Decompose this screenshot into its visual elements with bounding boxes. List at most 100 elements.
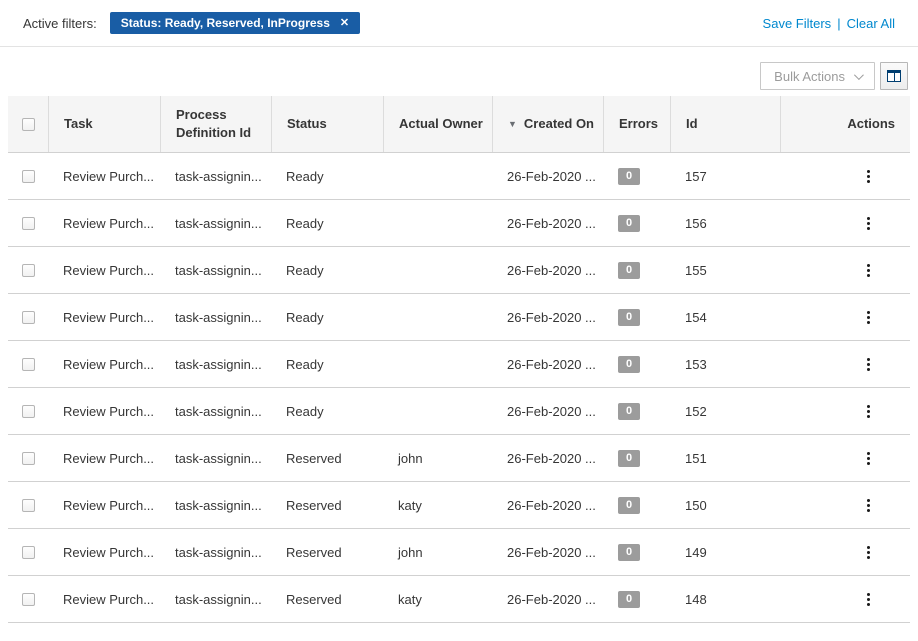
column-header-created-on[interactable]: ▼ Created On: [492, 96, 603, 152]
errors-badge: 0: [618, 308, 641, 326]
task-cell: Review Purch...: [48, 482, 160, 528]
task-cell-value: Review Purch...: [63, 591, 155, 607]
process-definition-id-cell: task-assignin...: [160, 153, 271, 199]
table-header: Task Process Definition Id Status Actual…: [8, 96, 910, 153]
task-cell-value: Review Purch...: [63, 544, 155, 560]
status-cell-value: Reserved: [286, 450, 342, 466]
actual-owner-cell: [383, 247, 492, 293]
id-cell: 156: [670, 200, 780, 246]
row-select-cell: [8, 529, 48, 575]
row-actions-kebab-icon[interactable]: [862, 307, 875, 328]
actions-cell: [780, 200, 910, 246]
row-actions-kebab-icon[interactable]: [862, 401, 875, 422]
task-cell: Review Purch...: [48, 576, 160, 622]
actual-owner-cell: [383, 294, 492, 340]
bulk-actions-button[interactable]: Bulk Actions: [760, 62, 875, 90]
id-cell: 155: [670, 247, 780, 293]
kebab-dot: [867, 592, 870, 596]
filter-chip-close-icon[interactable]: ✕: [339, 16, 350, 29]
column-header-process-definition-id[interactable]: Process Definition Id: [160, 96, 271, 152]
row-checkbox[interactable]: [21, 169, 35, 183]
row-checkbox[interactable]: [21, 498, 35, 512]
kebab-dot: [867, 268, 870, 272]
kebab-dot: [867, 503, 870, 507]
kebab-dot: [867, 221, 870, 225]
table-row: Review Purch... task-assignin... Reserved k…: [8, 482, 910, 529]
save-filters-link[interactable]: Save Filters: [762, 15, 832, 31]
kebab-dot: [867, 362, 870, 366]
id-cell: 157: [670, 153, 780, 199]
created-on-cell-value: 26-Feb-2020 ...: [507, 591, 596, 607]
row-select-cell: [8, 247, 48, 293]
process-definition-id-cell-value: task-assignin...: [175, 497, 262, 513]
process-definition-id-cell: task-assignin...: [160, 247, 271, 293]
column-header-actual-owner[interactable]: Actual Owner: [383, 96, 492, 152]
row-actions-kebab-icon[interactable]: [862, 495, 875, 516]
column-header-task[interactable]: Task: [48, 96, 160, 152]
errors-cell: 0: [603, 247, 670, 293]
status-cell: Reserved: [271, 529, 383, 575]
row-checkbox[interactable]: [21, 592, 35, 606]
created-on-cell-value: 26-Feb-2020 ...: [507, 168, 596, 184]
status-cell: Reserved: [271, 482, 383, 528]
row-actions-kebab-icon[interactable]: [862, 213, 875, 234]
active-filters-label: Active filters:: [23, 15, 97, 31]
id-cell-value: 150: [685, 497, 707, 513]
kebab-dot: [867, 404, 870, 408]
table-row: Review Purch... task-assignin... Ready 26-F…: [8, 200, 910, 247]
process-definition-id-cell-value: task-assignin...: [175, 544, 262, 560]
task-cell-value: Review Purch...: [63, 356, 155, 372]
id-cell-value: 155: [685, 262, 707, 278]
row-actions-kebab-icon[interactable]: [862, 166, 875, 187]
kebab-dot: [867, 320, 870, 324]
select-all-checkbox[interactable]: [21, 117, 35, 131]
actions-cell: [780, 576, 910, 622]
filter-links: Save Filters | Clear All: [763, 16, 895, 31]
actual-owner-cell: katy: [383, 482, 492, 528]
row-checkbox[interactable]: [21, 404, 35, 418]
column-header-label: Created On: [523, 116, 594, 132]
column-header-status[interactable]: Status: [271, 96, 383, 152]
row-checkbox[interactable]: [21, 263, 35, 277]
row-actions-kebab-icon[interactable]: [862, 448, 875, 469]
task-cell: Review Purch...: [48, 247, 160, 293]
task-cell-value: Review Purch...: [63, 450, 155, 466]
created-on-cell: 26-Feb-2020 ...: [492, 482, 603, 528]
row-select-cell: [8, 576, 48, 622]
chevron-down-icon: [853, 69, 864, 80]
row-checkbox[interactable]: [21, 310, 35, 324]
actual-owner-cell-value: katy: [398, 591, 422, 607]
process-definition-id-cell-value: task-assignin...: [175, 591, 262, 607]
errors-badge: 0: [618, 449, 641, 467]
actual-owner-cell: katy: [383, 576, 492, 622]
row-checkbox[interactable]: [21, 545, 35, 559]
row-actions-kebab-icon[interactable]: [862, 589, 875, 610]
actual-owner-cell: john: [383, 529, 492, 575]
column-header-label: Actual Owner: [399, 116, 483, 132]
row-actions-kebab-icon[interactable]: [862, 542, 875, 563]
column-header-errors[interactable]: Errors: [603, 96, 670, 152]
created-on-cell: 26-Feb-2020 ...: [492, 388, 603, 434]
kebab-dot: [867, 555, 870, 559]
errors-badge: 0: [618, 496, 641, 514]
row-checkbox[interactable]: [21, 357, 35, 371]
row-actions-kebab-icon[interactable]: [862, 260, 875, 281]
table-row: Review Purch... task-assignin... Reserved k…: [8, 576, 910, 623]
kebab-dot: [867, 602, 870, 606]
clear-all-link[interactable]: Clear All: [846, 15, 895, 31]
manage-columns-button[interactable]: [880, 62, 908, 90]
row-checkbox[interactable]: [21, 451, 35, 465]
actual-owner-cell: john: [383, 435, 492, 481]
table-toolbar: Bulk Actions: [0, 47, 918, 96]
kebab-dot: [867, 367, 870, 371]
actions-cell: [780, 247, 910, 293]
row-checkbox[interactable]: [21, 216, 35, 230]
status-cell: Ready: [271, 247, 383, 293]
links-separator: |: [837, 15, 841, 31]
row-actions-kebab-icon[interactable]: [862, 354, 875, 375]
process-definition-id-cell: task-assignin...: [160, 341, 271, 387]
actual-owner-cell: [383, 341, 492, 387]
column-header-id[interactable]: Id: [670, 96, 780, 152]
id-cell: 149: [670, 529, 780, 575]
row-select-cell: [8, 341, 48, 387]
